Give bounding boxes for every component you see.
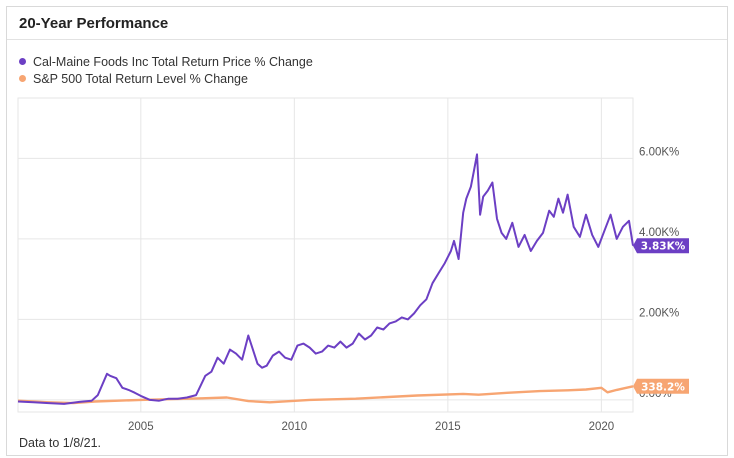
chart-panel: 20-Year Performance Cal-Maine Foods Inc … xyxy=(6,6,728,456)
legend-label-calmaine: Cal-Maine Foods Inc Total Return Price %… xyxy=(33,54,313,69)
x-tick-label: 2020 xyxy=(589,421,615,433)
legend: Cal-Maine Foods Inc Total Return Price %… xyxy=(19,53,313,87)
x-tick-label: 2015 xyxy=(435,421,461,433)
series-line-calmaine xyxy=(17,153,634,405)
end-tag-calmaine xyxy=(633,238,689,254)
end-label-sp500: 338.2% xyxy=(641,381,685,393)
y-tick-label: 6.00K% xyxy=(639,146,679,158)
y-tick-label: 2.00K% xyxy=(639,307,679,319)
x-tick-label: 2005 xyxy=(128,421,154,433)
legend-item-sp500[interactable]: S&P 500 Total Return Level % Change xyxy=(19,70,313,87)
chart-title: 20-Year Performance xyxy=(19,15,169,32)
legend-label-sp500: S&P 500 Total Return Level % Change xyxy=(33,71,248,86)
x-tick-label: 2010 xyxy=(282,421,308,433)
y-tick-label: 4.00K% xyxy=(639,227,679,239)
end-tag-sp500 xyxy=(633,378,689,394)
title-divider xyxy=(7,39,727,40)
legend-item-calmaine[interactable]: Cal-Maine Foods Inc Total Return Price %… xyxy=(19,53,313,70)
series-line-sp500 xyxy=(17,385,634,405)
plot-area xyxy=(17,97,634,413)
legend-swatch-sp500 xyxy=(19,75,26,82)
end-label-calmaine: 3.83K% xyxy=(641,241,686,253)
data-date-note: Data to 1/8/21. xyxy=(19,436,102,450)
legend-swatch-calmaine xyxy=(19,58,26,65)
